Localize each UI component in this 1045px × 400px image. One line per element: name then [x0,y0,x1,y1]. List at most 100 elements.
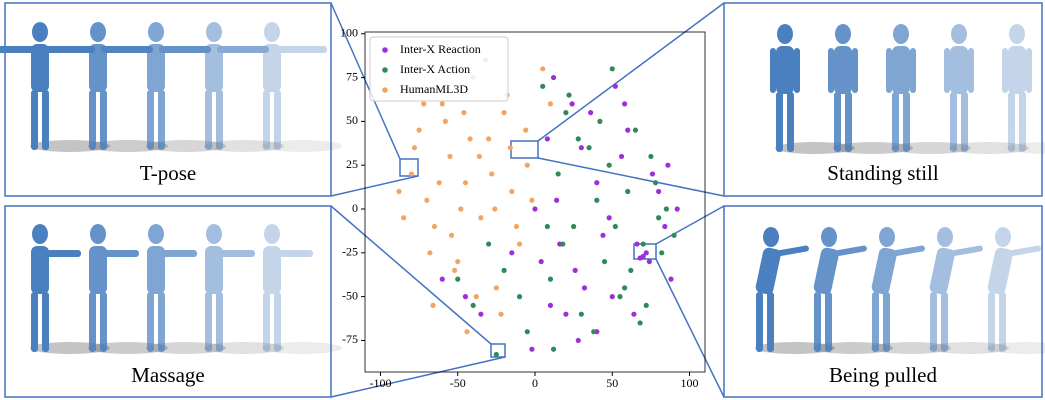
point [637,320,643,326]
point [594,180,600,186]
point [569,101,575,107]
humanoid [31,224,81,352]
humanoid [0,22,95,150]
point [628,267,634,273]
point [656,215,662,221]
point [411,145,418,151]
point [538,258,544,265]
humanoid [986,227,1042,352]
point [529,197,535,203]
panel-caption: T-pose [140,161,196,185]
point [401,215,407,221]
legend-marker [382,67,388,73]
point [625,127,631,133]
y-tick-label: 100 [340,26,358,40]
point [578,145,584,151]
humanoid [205,224,255,352]
point [493,351,499,358]
point [600,232,606,238]
point [458,206,464,212]
humanoid [43,22,153,150]
point [575,337,581,344]
point [421,101,427,107]
point [606,162,612,168]
point [622,101,628,107]
point [572,267,578,273]
y-tick-label: -75 [342,332,358,346]
point [601,258,608,265]
point [622,285,628,291]
humanoid [101,22,211,150]
point [547,101,554,107]
point [586,145,592,151]
point [489,171,495,177]
point [625,188,631,195]
point [524,162,530,168]
humanoid [263,224,313,352]
point [442,118,448,124]
humanoid-renders [0,22,1045,354]
point [571,223,577,230]
point [547,302,554,309]
x-tick-label: 100 [681,376,699,390]
point [575,136,581,142]
legend-box [369,36,509,102]
point [674,206,680,212]
humanoid [89,224,139,352]
point [470,302,476,309]
point [493,285,499,291]
point [452,267,458,273]
point [640,253,646,259]
humanoid [770,24,800,152]
legend-label: HumanML3D [400,82,468,96]
point [649,171,656,177]
y-tick-label: 0 [352,201,358,215]
point [478,311,484,317]
point [532,206,538,212]
point [486,136,492,142]
point [609,294,615,300]
point [555,171,561,177]
point [516,294,523,300]
point [594,197,600,203]
point [550,346,557,352]
x-tick-label: 0 [532,376,538,390]
y-tick-label: 25 [346,157,358,171]
point [544,223,550,230]
point [578,311,584,317]
point [609,66,615,72]
point [591,329,597,335]
point [478,215,484,221]
legend-marker [382,47,388,53]
point [396,188,402,195]
point [560,241,566,247]
panel-caption: Being pulled [829,363,937,387]
legend-label: Inter-X Reaction [400,42,481,56]
point [447,153,453,160]
point [509,188,515,195]
y-tick-label: 50 [346,113,358,127]
scatter-plot: -100 -50 0 50 100 -75 -50 -25 0 25 50 75 100 Inter-X … [340,26,699,390]
point [455,258,461,265]
point [550,74,557,81]
legend-label: Inter-X Action [400,62,470,76]
point [524,329,530,335]
humanoid [1002,24,1032,152]
y-tick-label: -50 [342,288,358,302]
point [462,180,469,186]
humanoid [217,22,327,150]
point [430,302,436,309]
panel-caption: Massage [131,363,204,387]
point [665,162,671,168]
point [467,136,473,142]
point [648,153,654,160]
point [501,267,507,273]
humanoid [928,227,984,352]
point [662,223,668,230]
panel-frames [4,2,1043,398]
x-tick-label: -100 [369,376,391,390]
humanoid [828,24,858,152]
point [431,223,438,230]
